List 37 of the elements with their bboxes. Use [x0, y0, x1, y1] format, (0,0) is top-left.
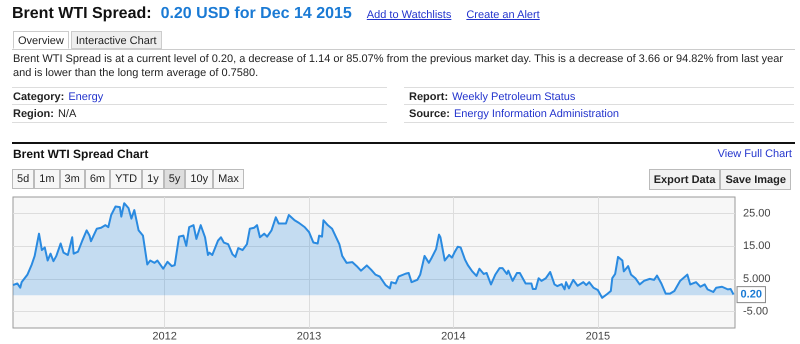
text: Weekly Petroleum Status [452, 91, 576, 103]
y-tick-label: 5.000 [743, 272, 771, 285]
button: Max [213, 169, 244, 189]
x-tick-label: 2013 [296, 330, 322, 342]
text: Brent WTI Spread is at a current level of 0.20, a decrease of 1.14 or 85.07% from the previous market day. This is a decrease of 3.66 or 94.82% from last year and is lower than the long term average of 0.7580. [13, 52, 784, 80]
text: Category: [13, 91, 64, 103]
text: Energy [68, 91, 104, 103]
text: Add to Watchlists [366, 9, 452, 21]
text: Create an Alert [466, 9, 540, 21]
tab: Overview [13, 31, 69, 49]
y-tick-label: 25.00 [743, 207, 771, 220]
text: View Full Chart [718, 148, 792, 160]
button: 3m [60, 169, 85, 189]
button: 1m [34, 169, 60, 189]
text: N/A [58, 108, 76, 120]
text: Brent WTI Spread: [12, 5, 152, 23]
button: 6m [84, 169, 110, 189]
text: 0.20 USD for Dec 14 2015 [160, 5, 352, 23]
button: 5d [12, 169, 34, 189]
y-tick-label: -5.00 [743, 306, 768, 318]
y-tick-label: 15.00 [743, 240, 771, 252]
tab: Interactive Chart [70, 31, 162, 49]
button: 10y [185, 169, 214, 189]
x-tick-label: 2014 [441, 330, 466, 342]
button: 1y [142, 169, 164, 189]
chart-title: Brent WTI Spread Chart [13, 147, 148, 161]
x-tick-label: 2012 [152, 330, 177, 342]
x-tick-label: 2015 [586, 330, 610, 342]
button: Save Image [720, 169, 791, 190]
text: Report: [409, 91, 448, 103]
annotation: 0.20 [740, 288, 762, 301]
text: Region: [13, 108, 54, 120]
button: YTD [110, 169, 142, 189]
source-note: Source: [409, 108, 450, 120]
button: Export Data [648, 169, 720, 190]
text: Energy Information Administration [454, 108, 620, 120]
button: 5y [164, 169, 186, 189]
